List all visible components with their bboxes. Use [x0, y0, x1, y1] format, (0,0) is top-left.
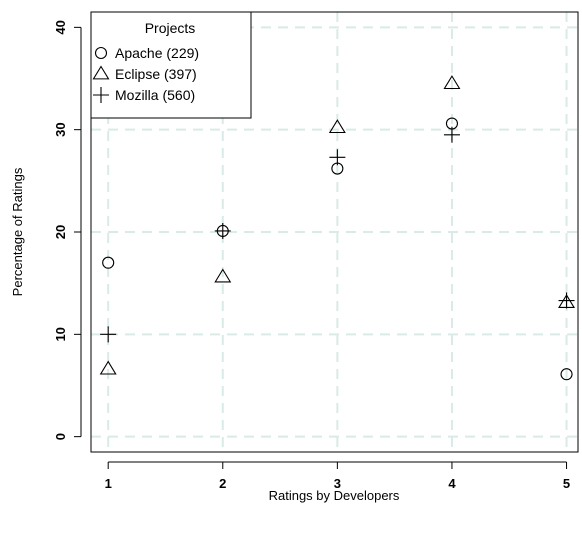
y-axis-title: Percentage of Ratings — [10, 167, 25, 296]
x-tick-label: 2 — [219, 476, 226, 491]
y-tick-label: 10 — [53, 327, 68, 341]
y-tick-label: 20 — [53, 225, 68, 239]
y-tick-label: 40 — [53, 20, 68, 34]
y-tick-label: 30 — [53, 122, 68, 136]
x-tick-label: 5 — [563, 476, 570, 491]
x-axis-title: Ratings by Developers — [269, 488, 400, 503]
y-tick-label: 0 — [53, 433, 68, 440]
legend-title: Projects — [145, 20, 196, 36]
x-tick-label: 4 — [448, 476, 456, 491]
legend-entry-label: Mozilla (560) — [115, 87, 195, 103]
legend-entry-label: Eclipse (397) — [115, 66, 197, 82]
legend-entry-label: Apache (229) — [115, 45, 199, 61]
x-tick-label: 1 — [105, 476, 112, 491]
legend: Projects Apache (229) Eclipse (397) Mozill… — [91, 12, 251, 118]
